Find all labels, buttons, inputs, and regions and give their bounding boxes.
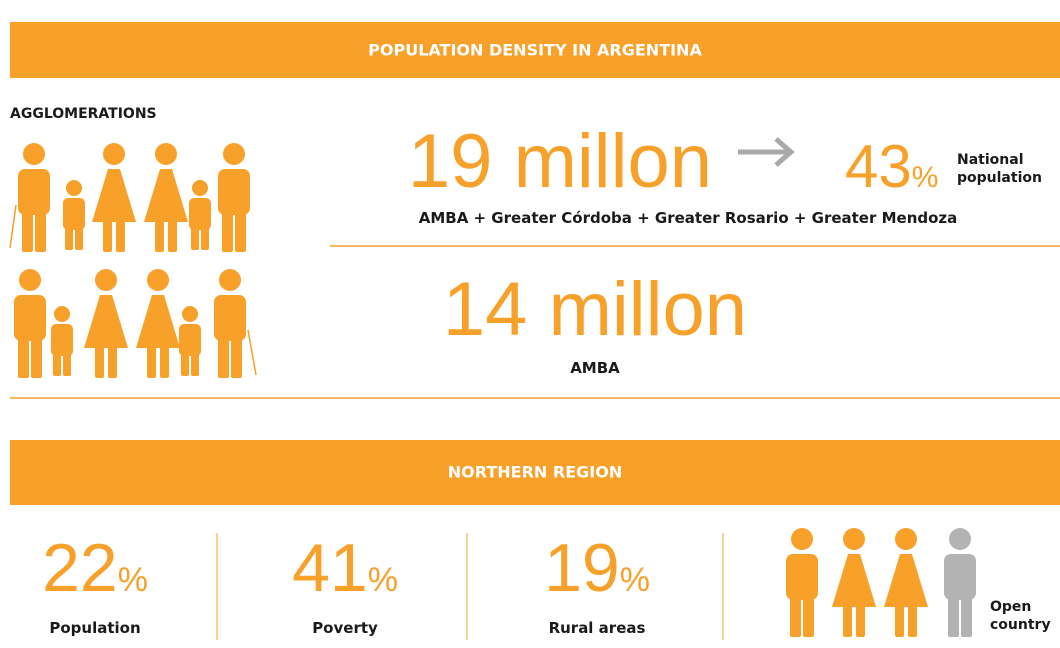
- number: 19: [544, 530, 620, 606]
- share-label: National: [957, 152, 1024, 168]
- number: 14: [443, 267, 528, 352]
- stat-label: Rural areas: [549, 619, 646, 637]
- stat-number: 22%: [42, 530, 148, 606]
- number: 22: [42, 530, 118, 606]
- header-bar: [10, 22, 1060, 78]
- stat-number: 19%: [544, 530, 650, 606]
- icon-label: country: [990, 617, 1051, 633]
- unit: %: [912, 161, 939, 194]
- number: 41: [292, 530, 368, 606]
- big-number: 19 millon: [408, 119, 712, 204]
- caption: AMBA + Greater Córdoba + Greater Rosario…: [419, 209, 958, 227]
- section-label: AGGLOMERATIONS: [10, 106, 157, 122]
- big-number: 14 millon: [443, 267, 747, 352]
- share-number: 43%: [845, 133, 938, 200]
- header-title: POPULATION DENSITY IN ARGENTINA: [368, 41, 702, 60]
- arrow: [738, 137, 795, 167]
- region-bar: [10, 440, 1060, 505]
- unit: %: [118, 561, 148, 599]
- family-icons-bottom: [14, 269, 257, 378]
- unit: millon: [514, 119, 713, 204]
- caption: AMBA: [570, 359, 620, 377]
- unit: millon: [549, 267, 748, 352]
- icon-label: Open: [990, 599, 1031, 615]
- people-icons: [786, 528, 976, 637]
- share-label: population: [957, 170, 1042, 186]
- stat-label: Population: [49, 619, 140, 637]
- family-icons-top: [9, 143, 250, 252]
- number: 43: [845, 133, 912, 200]
- unit: %: [620, 561, 650, 599]
- region-title: NORTHERN REGION: [448, 463, 622, 482]
- unit: %: [368, 561, 398, 599]
- number: 19: [408, 119, 493, 204]
- stat-number: 41%: [292, 530, 398, 606]
- stat-label: Poverty: [312, 619, 378, 637]
